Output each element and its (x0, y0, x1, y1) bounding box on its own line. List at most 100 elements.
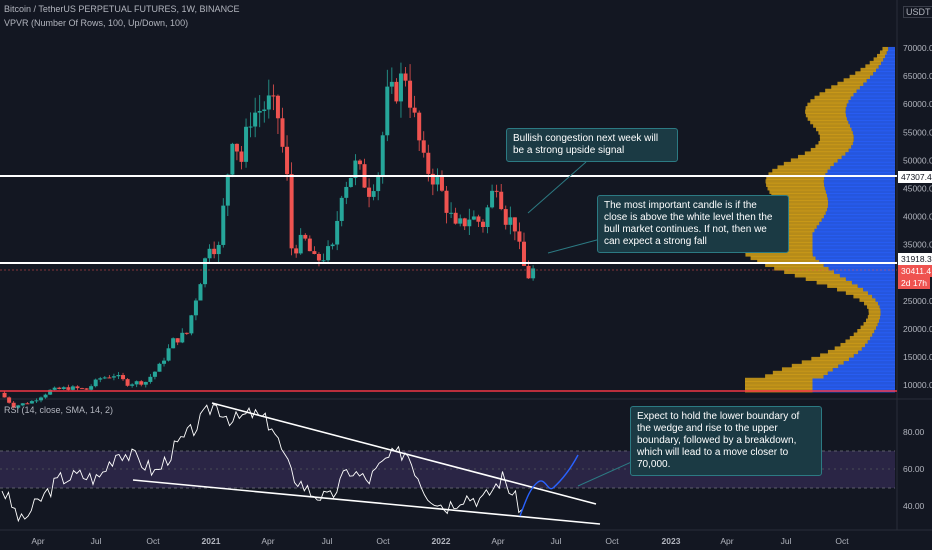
candle-body (171, 338, 176, 349)
volume-profile-down-bar (816, 280, 852, 285)
volume-profile-up-bar (877, 301, 895, 306)
candle-body (266, 95, 271, 110)
candle-body (412, 107, 417, 113)
volume-profile-up-bar (849, 123, 895, 128)
volume-profile-up-bar (853, 92, 895, 97)
volume-profile-up-bar (850, 95, 895, 100)
volume-profile-down-bar (772, 196, 828, 201)
candle-body (66, 387, 71, 390)
time-axis-label: Jul (322, 536, 333, 546)
volume-profile-down-bar (765, 374, 824, 379)
volume-profile-down-bar (843, 78, 867, 83)
volume-profile-up-bar (841, 154, 895, 160)
volume-profile-up-bar (878, 64, 895, 69)
volume-profile-down-bar (840, 342, 866, 348)
candle-body (316, 254, 321, 261)
volume-profile-down-bar (845, 290, 868, 295)
candle-body (257, 111, 262, 113)
time-axis-label: 2021 (202, 536, 221, 546)
volume-profile-down-bar (865, 64, 879, 69)
volume-profile-down-bar (781, 367, 833, 372)
volume-profile-down-bar (769, 210, 826, 215)
symbol-title: Bitcoin / TetherUS PERPETUAL FUTURES, 1W… (4, 4, 240, 14)
candle-body (157, 363, 162, 372)
volume-profile-down-bar (767, 186, 825, 191)
volume-profile-down-bar (804, 151, 846, 156)
volume-profile-down-bar (825, 88, 857, 93)
candle-body (508, 217, 513, 225)
volume-profile-up-bar (853, 137, 895, 142)
candle-body (212, 248, 217, 255)
volume-profile-up-bar (815, 255, 895, 261)
time-axis[interactable]: Apr Jul Oct 2021 Apr Jul Oct 2022 Apr Jul Oct 2023 A… (31, 536, 849, 546)
volume-profile-down-bar (766, 175, 825, 180)
volume-profile-up-bar (851, 280, 895, 285)
volume-profile-down-bar (834, 346, 862, 351)
volume-profile-up-bar (812, 234, 895, 240)
volume-profile-down-bar (790, 158, 838, 163)
price-tick-label: 20000.0 (903, 324, 932, 334)
volume-profile-down-bar (801, 360, 844, 365)
candle-body (380, 135, 385, 176)
rsi-projection-path[interactable] (519, 454, 579, 517)
candle-body (234, 143, 239, 152)
support-price-label: 31918.3 (898, 253, 932, 265)
volume-profile-up-bar (876, 325, 895, 330)
volume-profile-up-bar (880, 308, 895, 313)
rsi-indicator-title[interactable]: RSI (14, close, SMA, 14, 2) (4, 405, 114, 415)
wedge-projection-callout[interactable]: Expect to hold the lower boundary of the… (630, 406, 822, 476)
volume-profile-down-bar (837, 287, 864, 292)
volume-profile-down-bar (777, 165, 831, 170)
volume-profile-down-bar (807, 102, 847, 107)
volume-profile-up-bar (845, 151, 895, 156)
price-axis[interactable]: 70000.0 65000.0 60000.0 55000.0 50000.0 45000… (903, 43, 932, 390)
wedge-lower-trendline[interactable] (132, 479, 601, 525)
volume-profile-down-bar (827, 349, 859, 355)
volume-profile-up-bar (858, 349, 895, 355)
volume-profile-up-bar (859, 85, 895, 90)
volume-profile-down-bar (745, 252, 813, 257)
candle-body (262, 109, 267, 112)
important-candle-callout[interactable]: The most important candle is if the clos… (597, 195, 789, 253)
volume-profile-up-bar (812, 241, 895, 247)
volume-profile-up-bar (825, 210, 895, 215)
price-tick-label: 65000.0 (903, 71, 932, 81)
volume-profile-up-bar (877, 322, 895, 327)
price-tick-label: 10000.0 (903, 380, 932, 390)
volume-profile-down-bar (877, 53, 886, 59)
candle-body (89, 386, 94, 390)
candle-body (417, 112, 422, 141)
volume-profile-down-bar (765, 262, 824, 268)
bullish-congestion-callout[interactable]: Bullish congestion next week will be a s… (506, 128, 678, 162)
volume-profile-up-bar (828, 200, 895, 205)
candle-body (376, 175, 381, 192)
candle-body (453, 212, 458, 224)
volume-profile-up-bar (823, 179, 895, 184)
candle-body (80, 388, 85, 390)
volume-profile-up-bar (867, 339, 895, 344)
candle-body (70, 386, 75, 390)
candle-body (34, 400, 39, 402)
candle-body (389, 81, 394, 87)
price-tick-label: 60000.0 (903, 99, 932, 109)
volume-profile-up-bar (848, 120, 895, 125)
volume-profile-up-bar (873, 71, 895, 76)
vpvr-indicator-title[interactable]: VPVR (Number Of Rows, 100, Up/Down, 100) (4, 18, 189, 28)
candle-body (184, 332, 189, 334)
volume-profile-down-bar (772, 370, 828, 376)
candle-body (248, 126, 253, 128)
candle-body (531, 268, 536, 279)
volume-profile-down-bar (771, 193, 827, 198)
candle-body (330, 244, 335, 247)
volume-profile-down-bar (818, 130, 853, 135)
volume-profile-up-bar (879, 318, 895, 323)
candle-body (394, 81, 399, 102)
wedge-upper-trendline[interactable] (211, 402, 597, 505)
volume-profile-up-bar (823, 214, 895, 219)
volume-profile-up-bar (845, 109, 895, 114)
candle-body (458, 218, 463, 224)
volume-profile-down-bar (879, 50, 887, 55)
candle-body (403, 73, 408, 81)
candle-body (11, 402, 16, 408)
time-axis-label: Jul (781, 536, 792, 546)
